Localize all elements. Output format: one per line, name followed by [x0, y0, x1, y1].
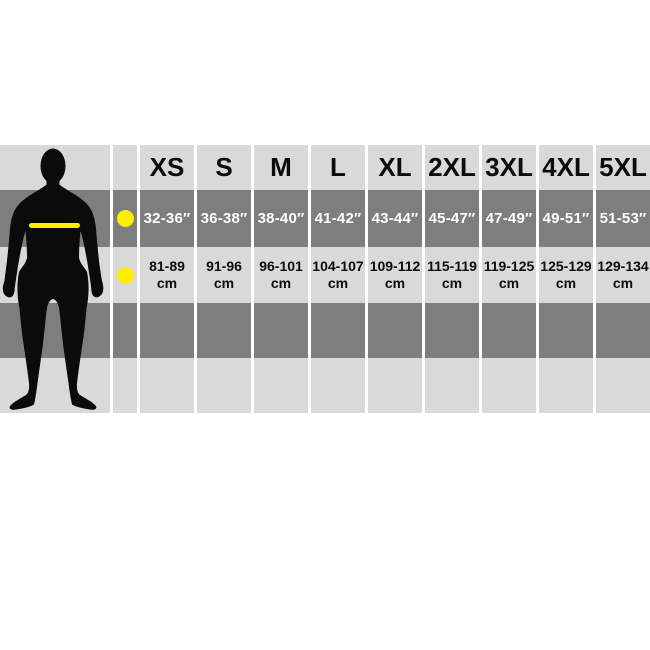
size-header-m: M [254, 145, 308, 190]
size-header-5xl: 5XL [596, 145, 650, 190]
size-header-3xl: 3XL [482, 145, 536, 190]
marker-cell [113, 247, 137, 303]
cm-range: 115-119 [427, 257, 477, 274]
cm-range: 109-112 [369, 257, 421, 274]
empty-cell [254, 358, 308, 413]
size-header-2xl: 2XL [425, 145, 479, 190]
chest-cm-cell-m: 96-101 cm [254, 247, 308, 303]
chest-cm-cell-2xl: 115-119 cm [425, 247, 479, 303]
empty-cell [140, 303, 194, 358]
cm-range: 104-107 [312, 257, 364, 274]
marker-cell [113, 303, 137, 358]
cm-range: 81-89 [149, 257, 185, 274]
empty-cell [425, 303, 479, 358]
cm-unit: cm [441, 275, 463, 291]
size-header-l: L [311, 145, 365, 190]
chest-cm-cell-5xl: 129-134 cm [596, 247, 650, 303]
empty-cell [368, 303, 422, 358]
chest-marker-dot-icon [116, 266, 134, 284]
size-header-xs: XS [140, 145, 194, 190]
chest-inches-cell-l: 41-42″ [311, 190, 365, 247]
empty-cell [425, 358, 479, 413]
chest-inches-cell-xl: 43-44″ [368, 190, 422, 247]
empty-cell [596, 358, 650, 413]
cm-unit: cm [384, 275, 406, 291]
cm-range: 91-96 [206, 257, 242, 274]
chest-inches-cell-xs: 32-36″ [140, 190, 194, 247]
empty-cell [596, 303, 650, 358]
empty-cell [311, 303, 365, 358]
chest-measurement-line [29, 223, 80, 228]
chest-inches-cell-s: 36-38″ [197, 190, 251, 247]
cm-unit: cm [213, 275, 235, 291]
empty-cell [539, 358, 593, 413]
empty-cell [539, 303, 593, 358]
cm-unit: cm [612, 275, 634, 291]
cm-range: 96-101 [259, 257, 303, 274]
empty-cell [254, 303, 308, 358]
empty-cell [482, 303, 536, 358]
chest-cm-cell-xl: 109-112 cm [368, 247, 422, 303]
cm-range: 125-129 [540, 257, 592, 274]
empty-cell [482, 358, 536, 413]
marker-cell [113, 190, 137, 247]
empty-cell [197, 358, 251, 413]
chest-inches-cell-5xl: 51-53″ [596, 190, 650, 247]
chest-inches-cell-2xl: 45-47″ [425, 190, 479, 247]
cm-range: 129-134 [597, 257, 649, 274]
cm-unit: cm [555, 275, 577, 291]
figure-bg-cell [0, 303, 110, 358]
size-header-xl: XL [368, 145, 422, 190]
marker-cell [113, 145, 137, 190]
chest-cm-cell-s: 91-96 cm [197, 247, 251, 303]
cm-unit: cm [498, 275, 520, 291]
empty-cell [368, 358, 422, 413]
chest-inches-cell-4xl: 49-51″ [539, 190, 593, 247]
chest-cm-cell-3xl: 119-125 cm [482, 247, 536, 303]
chest-inches-cell-3xl: 47-49″ [482, 190, 536, 247]
marker-cell [113, 358, 137, 413]
cm-unit: cm [156, 275, 178, 291]
chest-cm-cell-4xl: 125-129 cm [539, 247, 593, 303]
size-header-4xl: 4XL [539, 145, 593, 190]
chest-cm-cell-xs: 81-89 cm [140, 247, 194, 303]
cm-unit: cm [270, 275, 292, 291]
chest-inches-cell-m: 38-40″ [254, 190, 308, 247]
empty-cell [311, 358, 365, 413]
chest-marker-dot-icon [116, 210, 134, 227]
cm-unit: cm [327, 275, 349, 291]
size-chart-table: XS 32-36″ 81-89 cm S 36-38″ 91-96 cm M 38-… [0, 145, 650, 413]
cm-range: 119-125 [483, 257, 535, 274]
neck [46, 173, 60, 187]
empty-cell [140, 358, 194, 413]
size-header-s: S [197, 145, 251, 190]
male-silhouette-icon [2, 148, 104, 410]
empty-cell [197, 303, 251, 358]
body [2, 185, 104, 410]
chest-cm-cell-l: 104-107 cm [311, 247, 365, 303]
